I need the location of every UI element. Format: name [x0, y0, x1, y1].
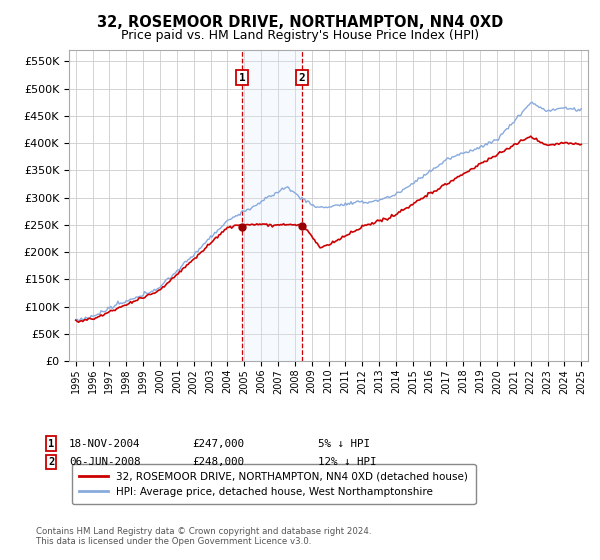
Legend: 32, ROSEMOOR DRIVE, NORTHAMPTON, NN4 0XD (detached house), HPI: Average price, d: 32, ROSEMOOR DRIVE, NORTHAMPTON, NN4 0XD… — [71, 464, 476, 504]
Text: £247,000: £247,000 — [192, 438, 244, 449]
Text: £248,000: £248,000 — [192, 457, 244, 467]
Text: 18-NOV-2004: 18-NOV-2004 — [69, 438, 140, 449]
Text: 1: 1 — [239, 73, 245, 83]
Text: Price paid vs. HM Land Registry's House Price Index (HPI): Price paid vs. HM Land Registry's House … — [121, 29, 479, 42]
Text: 32, ROSEMOOR DRIVE, NORTHAMPTON, NN4 0XD: 32, ROSEMOOR DRIVE, NORTHAMPTON, NN4 0XD — [97, 15, 503, 30]
Text: 5% ↓ HPI: 5% ↓ HPI — [318, 438, 370, 449]
Text: 12% ↓ HPI: 12% ↓ HPI — [318, 457, 377, 467]
Text: 2: 2 — [48, 457, 54, 467]
Text: 2: 2 — [299, 73, 305, 83]
Text: 1: 1 — [48, 438, 54, 449]
Text: 06-JUN-2008: 06-JUN-2008 — [69, 457, 140, 467]
Text: Contains HM Land Registry data © Crown copyright and database right 2024.
This d: Contains HM Land Registry data © Crown c… — [36, 526, 371, 546]
Bar — [242, 50, 302, 361]
